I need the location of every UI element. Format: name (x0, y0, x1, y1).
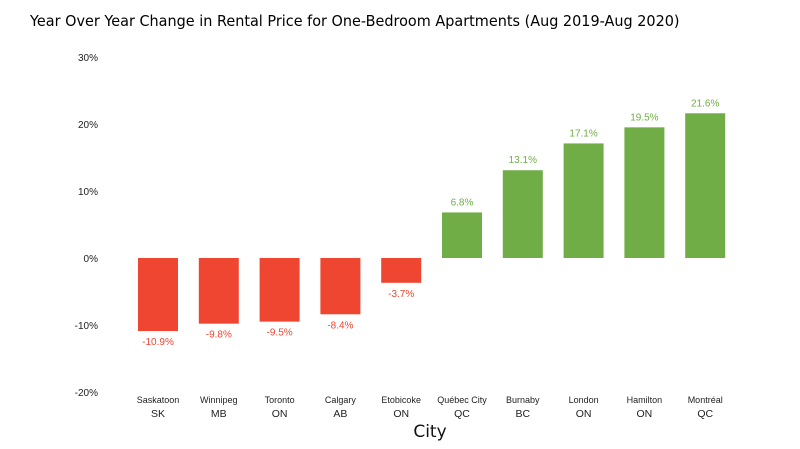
x-tick-label: Toronto (265, 395, 295, 405)
x-tick-label: Winnipeg (200, 395, 238, 405)
bar-hamilton (624, 127, 665, 258)
x-axis-label: City (413, 422, 446, 442)
x-tick-province: ON (576, 408, 592, 420)
x-tick-label: Hamilton (627, 395, 663, 405)
data-label: 21.6% (691, 98, 719, 109)
y-tick-label: 20% (78, 120, 98, 131)
x-tick-label: Burnaby (506, 395, 540, 405)
x-tick-province: AB (333, 408, 347, 420)
data-label: -9.8% (206, 330, 232, 341)
x-tick-province: QC (697, 408, 713, 420)
bar-saskatoon (138, 258, 178, 332)
data-label: 13.1% (509, 155, 537, 166)
y-tick-label: -20% (75, 388, 98, 399)
y-tick-label: -10% (75, 321, 98, 332)
data-label: -10.9% (142, 337, 174, 348)
bar-montr-al (685, 113, 726, 258)
x-tick-label: London (569, 395, 599, 405)
x-tick-province: ON (393, 408, 409, 420)
bar-london (563, 143, 604, 258)
bar-calgary (320, 258, 361, 315)
data-label: -8.4% (327, 320, 353, 331)
bar-burnaby (502, 170, 543, 258)
chart-title: Year Over Year Change in Rental Price fo… (30, 12, 680, 30)
x-tick-label: Calgary (325, 395, 357, 405)
bar-etobicoke (381, 258, 422, 283)
x-tick-label: Québec City (437, 395, 487, 405)
x-tick-province: MB (211, 408, 227, 420)
x-tick-province: BC (516, 408, 531, 420)
x-tick-province: SK (151, 408, 165, 420)
bar-qu-bec-city (442, 212, 482, 258)
y-tick-label: 30% (78, 53, 98, 64)
bar-toronto (259, 258, 300, 322)
data-label: 6.8% (451, 197, 474, 208)
data-label: -3.7% (388, 289, 414, 300)
x-tick-label: Etobicoke (381, 395, 421, 405)
x-tick-label: Montréal (688, 395, 723, 405)
data-label: 19.5% (630, 112, 658, 123)
data-label: 17.1% (569, 128, 597, 139)
x-tick-province: QC (454, 408, 470, 420)
x-tick-province: ON (637, 408, 653, 420)
x-tick-label: Saskatoon (137, 395, 180, 405)
data-label: -9.5% (267, 328, 293, 339)
y-tick-label: 10% (78, 187, 98, 198)
x-tick-province: ON (272, 408, 288, 420)
bar-winnipeg (198, 258, 239, 324)
y-tick-label: 0% (84, 254, 99, 265)
